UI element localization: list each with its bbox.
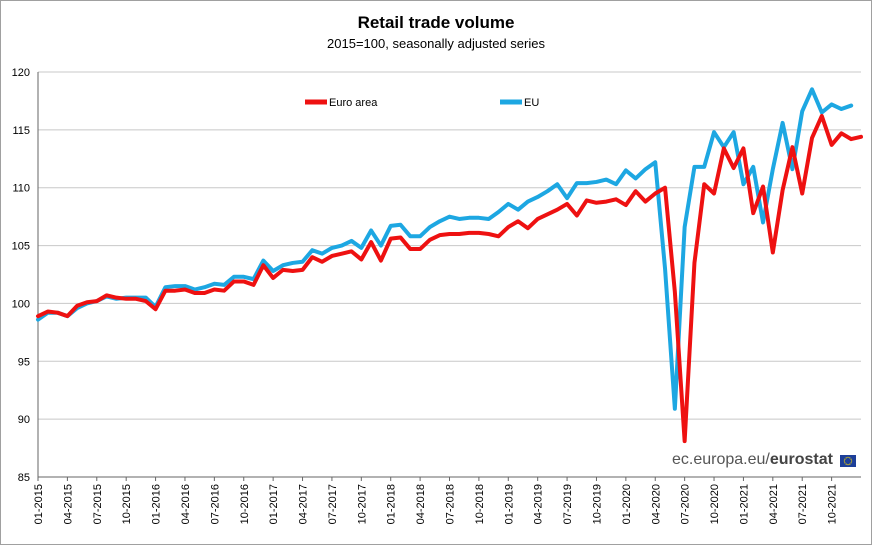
flag-star — [851, 460, 853, 462]
x-tick-label: 10-2018 — [474, 484, 486, 524]
flag-star — [850, 462, 852, 464]
y-tick-label: 110 — [12, 183, 30, 195]
x-tick-label: 04-2020 — [650, 484, 662, 524]
flag-star — [843, 460, 845, 462]
flag-star — [847, 456, 849, 458]
x-tick-label: 01-2017 — [268, 484, 280, 524]
legend: Euro area EU — [305, 97, 539, 109]
series-lines — [36, 87, 863, 444]
x-tick-label: 07-2015 — [92, 484, 104, 524]
eu-flag-icon — [840, 455, 856, 467]
x-tick-label: 07-2018 — [445, 484, 457, 524]
flag-star — [850, 458, 852, 460]
series-line-euro-area — [36, 113, 863, 444]
y-tick-label: 115 — [12, 125, 30, 137]
x-axis-ticks: 01-2015 04-2015 07-2015 10-2015 01-2016 04-20… — [33, 477, 839, 524]
legend-label: EU — [524, 97, 539, 109]
y-tick-label: 100 — [12, 298, 30, 310]
y-tick-label: 105 — [12, 241, 30, 253]
x-tick-label: 04-2015 — [62, 484, 74, 524]
x-tick-label: 04-2016 — [180, 484, 192, 524]
axes — [37, 72, 861, 478]
y-axis-ticks: 85 90 95 100 105 110 115 120 — [12, 67, 30, 484]
flag-star — [845, 463, 847, 465]
x-tick-label: 10-2015 — [121, 484, 133, 524]
legend-label: Euro area — [329, 97, 378, 109]
x-tick-label: 10-2021 — [827, 484, 839, 524]
x-tick-label: 04-2021 — [768, 484, 780, 524]
flag-star — [845, 457, 847, 459]
flag-star — [844, 462, 846, 464]
y-tick-label: 95 — [18, 356, 30, 368]
x-tick-label: 07-2021 — [797, 484, 809, 524]
x-tick-label: 10-2017 — [356, 484, 368, 524]
x-tick-label: 01-2021 — [738, 484, 750, 524]
chart-title: Retail trade volume — [357, 13, 515, 32]
x-tick-label: 07-2020 — [680, 484, 692, 524]
series-line-eu — [36, 87, 854, 411]
x-tick-label: 04-2017 — [298, 484, 310, 524]
y-tick-label: 85 — [18, 472, 30, 484]
x-tick-label: 01-2019 — [503, 484, 515, 524]
flag-star — [849, 457, 851, 459]
x-tick-label: 04-2019 — [533, 484, 545, 524]
x-tick-label: 04-2018 — [415, 484, 427, 524]
gridlines — [38, 71, 861, 478]
x-tick-label: 01-2018 — [386, 484, 398, 524]
y-tick-label: 120 — [12, 67, 30, 79]
brand-prefix: ec.europa.eu/ — [672, 451, 770, 468]
chart-subtitle: 2015=100, seasonally adjusted series — [327, 36, 545, 51]
flag-star — [847, 464, 849, 466]
flag-star — [844, 458, 846, 460]
x-tick-label: 01-2016 — [151, 484, 163, 524]
x-tick-label: 01-2020 — [621, 484, 633, 524]
y-tick-label: 90 — [18, 414, 30, 426]
x-tick-label: 07-2019 — [562, 484, 574, 524]
x-tick-label: 07-2016 — [209, 484, 221, 524]
eurostat-logo: ec.europa.eu/eurostat — [672, 451, 833, 469]
x-tick-label: 10-2016 — [239, 484, 251, 524]
x-tick-label: 10-2019 — [591, 484, 603, 524]
x-tick-label: 01-2015 — [33, 484, 45, 524]
x-tick-label: 10-2020 — [709, 484, 721, 524]
x-tick-label: 07-2017 — [327, 484, 339, 524]
brand-name: eurostat — [769, 451, 833, 468]
flag-star — [849, 463, 851, 465]
